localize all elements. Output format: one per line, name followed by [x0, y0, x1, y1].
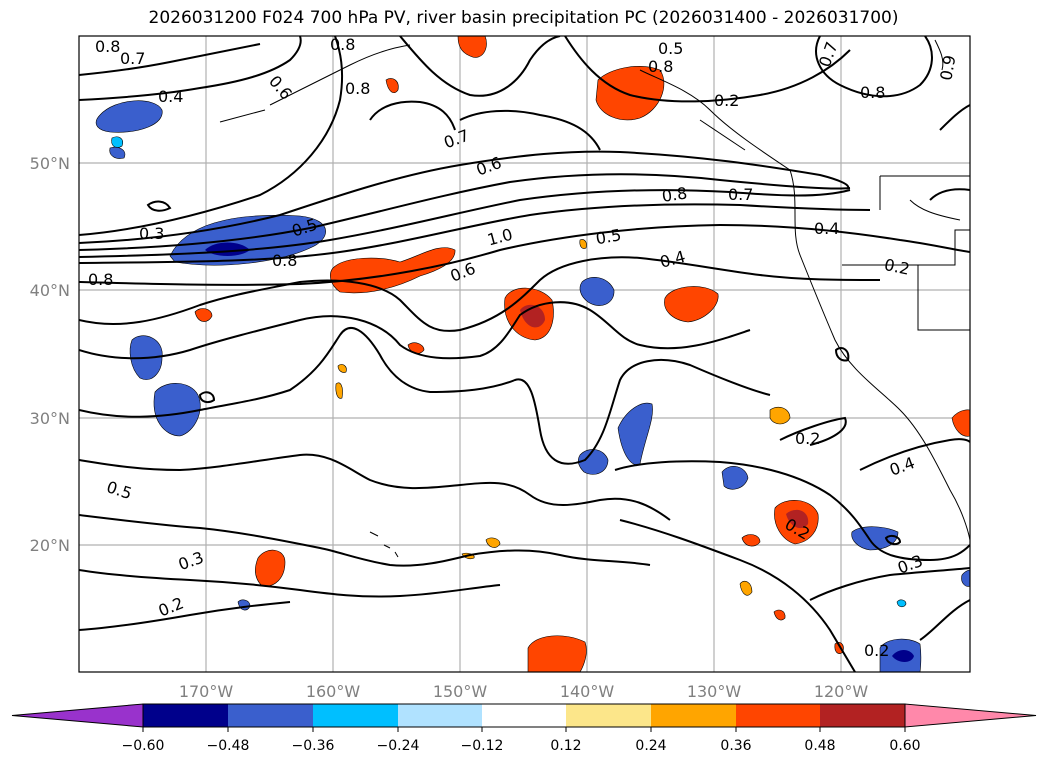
colorbar-tick-label: 0.48 — [804, 738, 835, 754]
colorbar-tick-label: −0.48 — [207, 738, 250, 754]
contour-label: 0.8 — [95, 37, 120, 56]
lat-label: 30°N — [30, 409, 70, 428]
lat-label: 40°N — [30, 281, 70, 300]
pv-contours — [79, 36, 970, 672]
pos-area — [951, 409, 970, 437]
colorbar-tick-label: −0.60 — [122, 738, 165, 754]
colorbar-extend-min — [11, 703, 144, 728]
neg-area — [851, 526, 899, 551]
colorbar-tick-label: 0.36 — [720, 738, 751, 754]
coastlines — [219, 39, 970, 558]
colorbar-extend-max — [904, 703, 1037, 728]
pos-area — [527, 635, 587, 672]
contour-label: 0.7 — [120, 49, 145, 68]
pos-area — [485, 537, 501, 548]
contour-label: 0.8 — [345, 79, 370, 98]
contour-label: 0.5 — [594, 225, 622, 248]
contour-label: 0.2 — [883, 255, 912, 279]
contour-label: 0.5 — [658, 39, 683, 58]
lon-label: 140°W — [560, 682, 615, 701]
colorbar-tick-label: −0.24 — [377, 738, 420, 754]
colorbar-segment — [228, 704, 313, 727]
gridlines — [79, 36, 970, 672]
pos-area — [330, 247, 456, 294]
pos-area — [335, 382, 343, 399]
neg-area — [617, 402, 653, 466]
contour-label: 0.8 — [272, 251, 297, 270]
contour-label: 0.8 — [88, 270, 113, 289]
pos-area — [385, 78, 399, 93]
pos-area — [741, 534, 761, 547]
colorbar-segment — [736, 704, 820, 727]
colorbar-segment — [313, 704, 398, 727]
colorbar-segment — [398, 704, 482, 727]
colorbar-tick-label: 0.24 — [635, 738, 666, 754]
pos-area — [255, 549, 286, 587]
pos-area — [769, 406, 791, 425]
pos-area — [194, 308, 213, 322]
pos-area — [595, 66, 665, 121]
neg-area — [721, 466, 749, 490]
neg-area — [896, 599, 907, 608]
lon-label: 150°W — [433, 682, 488, 701]
pos-area-core — [786, 509, 809, 529]
contour-label: 0.8 — [648, 57, 673, 76]
contour-label: 0.2 — [795, 429, 820, 448]
lat-label: 20°N — [30, 536, 70, 555]
pos-area — [457, 36, 487, 58]
contour-label: 0.8 — [330, 35, 355, 54]
contour-labels: 0.8 0.7 0.8 0.8 0.6 0.4 0.8 0.5 0.2 0.7 … — [88, 35, 960, 660]
colorbar: −0.60 −0.48 −0.36 −0.24 −0.12 0.12 0.24 … — [11, 703, 1037, 754]
lon-label: 130°W — [687, 682, 742, 701]
precip-shading — [95, 36, 970, 672]
pos-area — [337, 364, 347, 373]
map-frame — [78, 35, 971, 673]
contour-label: 0.2 — [714, 91, 739, 110]
colorbar-segment — [651, 704, 736, 727]
colorbar-tick-label: −0.36 — [292, 738, 335, 754]
lon-label: 120°W — [814, 682, 869, 701]
colorbar-segment — [482, 704, 566, 727]
lat-label: 50°N — [30, 154, 70, 173]
contour-label: 0.7 — [728, 185, 753, 204]
colorbar-segment — [566, 704, 651, 727]
map-title: 2026031200 F024 700 hPa PV, river basin … — [148, 8, 899, 28]
pos-area — [739, 580, 753, 596]
contour-label: 0.2 — [864, 641, 889, 660]
contour-label: 0.9 — [936, 54, 959, 82]
neg-area — [95, 100, 163, 133]
colorbar-segment — [143, 704, 228, 727]
lat-axis: 50°N 40°N 30°N 20°N — [30, 154, 70, 555]
neg-area — [111, 136, 123, 148]
contour-label: 0.8 — [661, 184, 689, 206]
lon-label: 160°W — [306, 682, 361, 701]
colorbar-tick-label: 0.12 — [550, 738, 581, 754]
contour-label: 0.4 — [158, 87, 183, 106]
contour-label: 0.3 — [139, 224, 164, 243]
colorbar-segment — [820, 704, 905, 727]
neg-area-core — [892, 650, 914, 662]
lon-label: 170°W — [179, 682, 234, 701]
pos-area — [664, 286, 719, 323]
neg-area — [579, 277, 615, 306]
contour-label: 0.4 — [814, 219, 839, 238]
colorbar-tick-label: −0.12 — [461, 738, 504, 754]
map-area — [79, 36, 970, 672]
neg-area — [961, 569, 970, 587]
contour-label: 0.8 — [860, 83, 885, 102]
lon-axis: 170°W 160°W 150°W 140°W 130°W 120°W — [179, 682, 869, 701]
pos-area — [579, 239, 587, 249]
neg-area — [153, 383, 201, 437]
colorbar-tick-label: 0.60 — [889, 738, 920, 754]
neg-area — [109, 146, 126, 159]
pos-area — [773, 609, 786, 621]
